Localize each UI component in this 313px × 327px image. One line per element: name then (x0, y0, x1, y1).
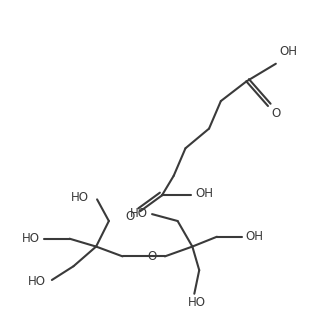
Text: OH: OH (280, 45, 298, 59)
Text: O: O (125, 210, 134, 223)
Text: HO: HO (28, 275, 46, 288)
Text: HO: HO (187, 296, 205, 309)
Text: HO: HO (71, 191, 89, 204)
Text: HO: HO (22, 232, 40, 245)
Text: HO: HO (130, 207, 148, 220)
Text: O: O (271, 107, 280, 120)
Text: O: O (147, 250, 157, 263)
Text: OH: OH (195, 187, 213, 200)
Text: OH: OH (245, 230, 264, 243)
